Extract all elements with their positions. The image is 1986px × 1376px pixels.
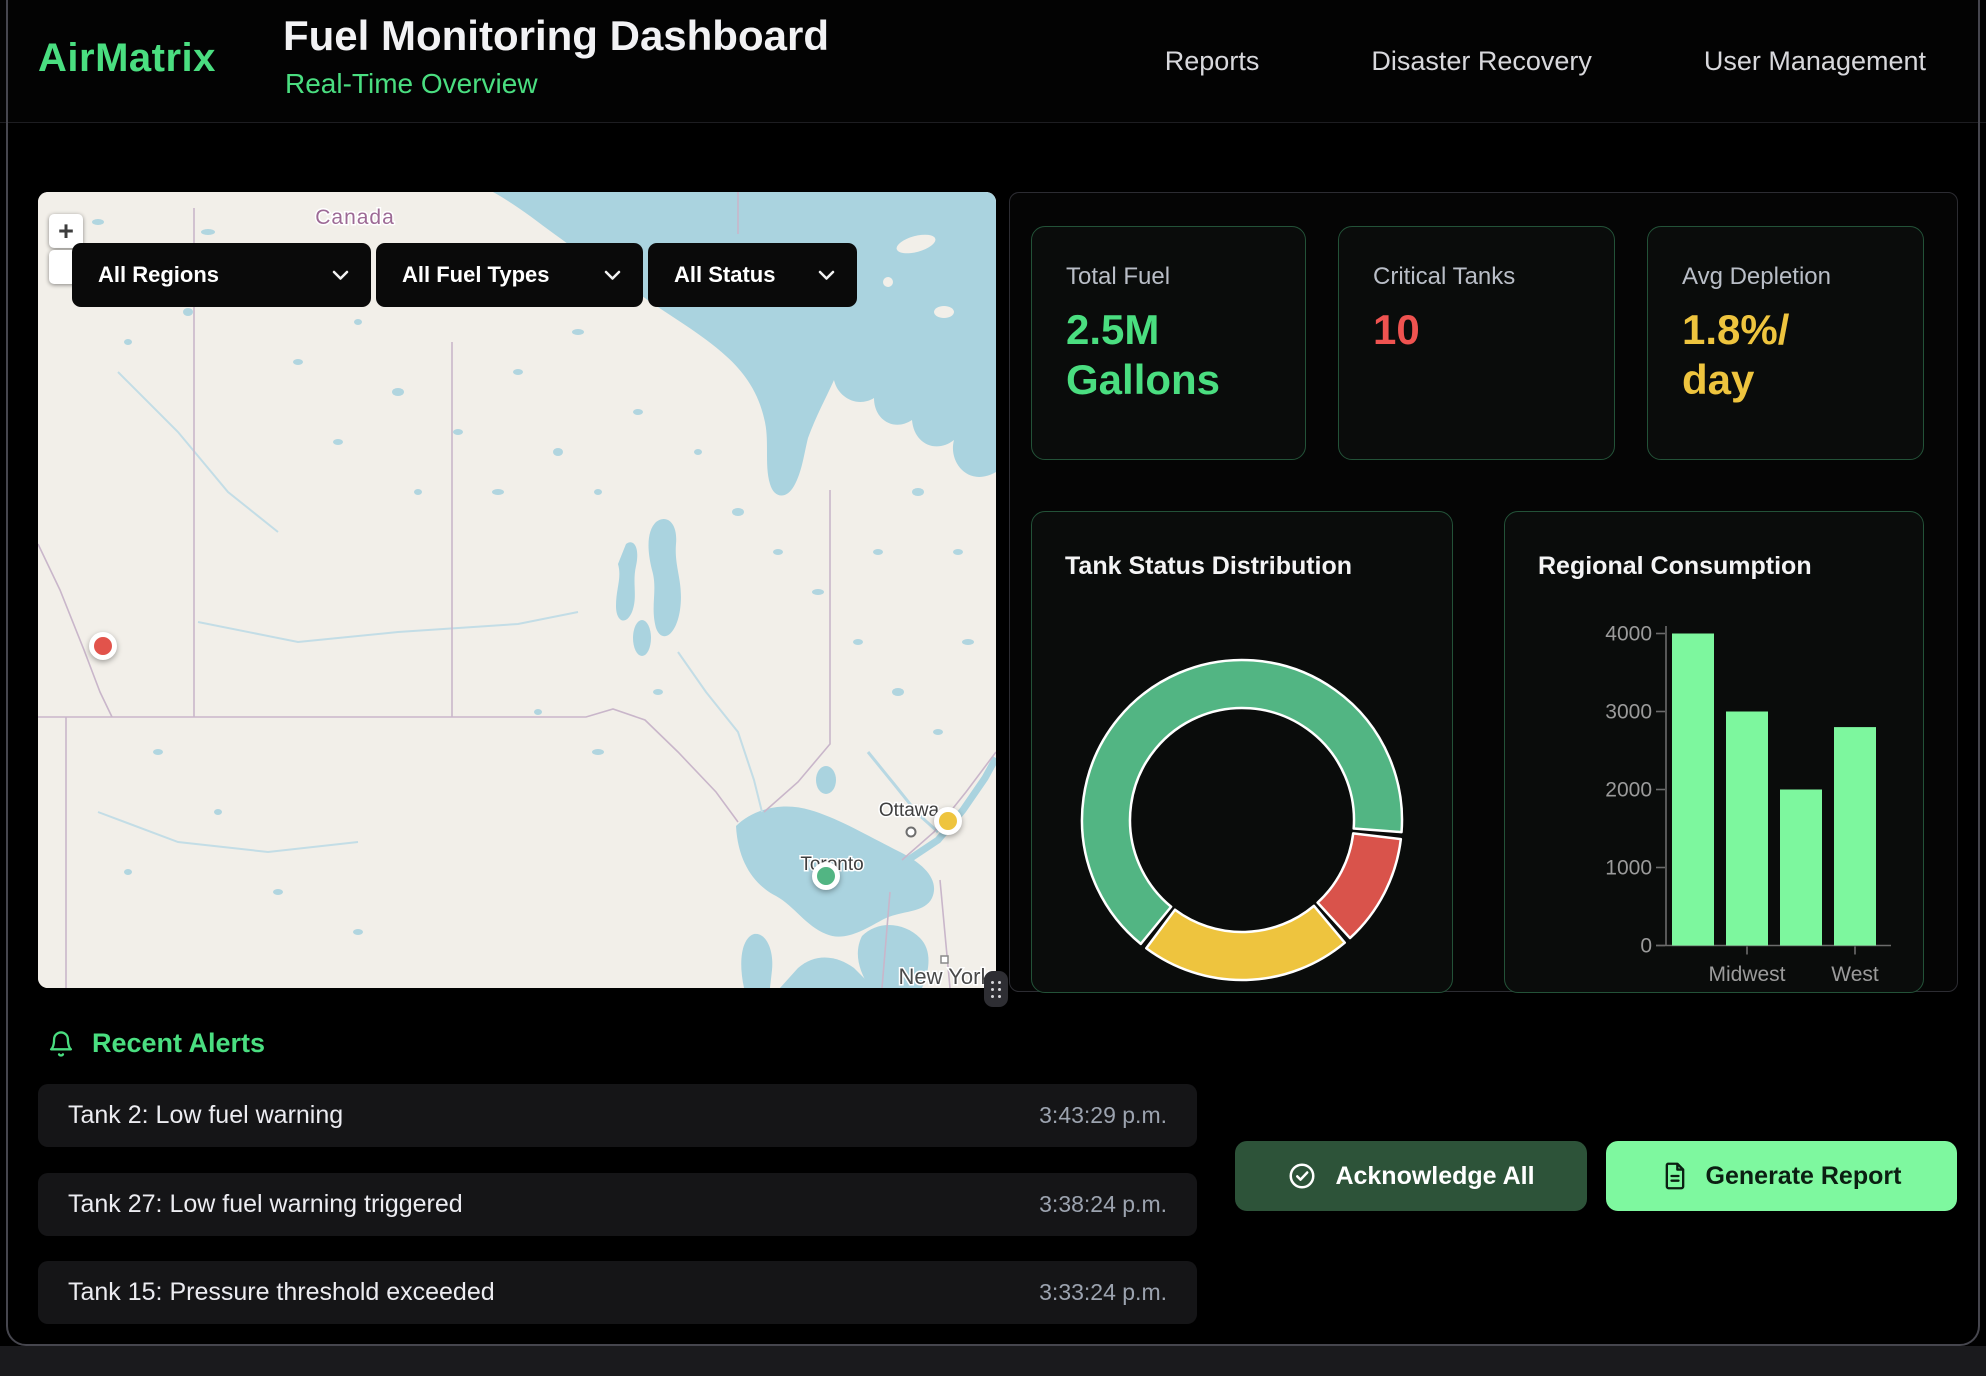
stat-label: Critical Tanks (1373, 263, 1584, 291)
y-axis-tick-label: 1000 (1605, 857, 1652, 880)
page-title: Fuel Monitoring Dashboard (283, 12, 829, 60)
chevron-down-icon (818, 270, 835, 281)
filter-regions-label: All Regions (98, 262, 219, 288)
app-root: AirMatrix Fuel Monitoring Dashboard Real… (0, 0, 1986, 1376)
alert-text: Tank 2: Low fuel warning (68, 1101, 343, 1130)
bar-3[interactable] (1834, 727, 1876, 945)
bar-0[interactable] (1672, 634, 1714, 946)
chevron-down-icon (332, 270, 349, 281)
footer-strip (0, 1346, 1986, 1376)
map-marker-warning[interactable] (934, 807, 962, 835)
bar-1[interactable] (1726, 712, 1768, 946)
acknowledge-all-button[interactable]: Acknowledge All (1235, 1141, 1587, 1211)
bar-chart: 0 1000 2000 3000 4000 Midwest West (1505, 512, 1925, 994)
alert-time: 3:38:24 p.m. (1039, 1191, 1167, 1218)
regional-consumption-chart-card: Regional Consumption 01000200030004000Mi… (1504, 511, 1924, 993)
stat-value: 10 (1373, 305, 1584, 355)
chevron-down-icon (604, 270, 621, 281)
header: AirMatrix Fuel Monitoring Dashboard Real… (0, 0, 1986, 123)
alert-row[interactable]: Tank 2: Low fuel warning 3:43:29 p.m. (38, 1084, 1197, 1147)
generate-report-button[interactable]: Generate Report (1606, 1141, 1957, 1211)
donut-chart (1032, 512, 1454, 994)
filter-fuel-types-label: All Fuel Types (402, 262, 550, 288)
town-dot-ottawa (907, 828, 916, 837)
page-subtitle: Real-Time Overview (285, 68, 538, 100)
map-label-canada: Canada (315, 206, 395, 229)
drag-handle[interactable] (984, 971, 1008, 1007)
y-axis-tick-label: 4000 (1605, 623, 1652, 646)
bell-icon (47, 1029, 75, 1059)
app-logo: AirMatrix (38, 36, 216, 81)
alert-time: 3:33:24 p.m. (1039, 1279, 1167, 1306)
filter-status-dropdown[interactable]: All Status (648, 243, 857, 307)
filter-regions-dropdown[interactable]: All Regions (72, 243, 371, 307)
stat-value: 2.5M Gallons (1066, 305, 1275, 406)
donut-segment-warning[interactable] (1146, 906, 1344, 980)
filter-status-label: All Status (674, 262, 775, 288)
acknowledge-all-label: Acknowledge All (1335, 1162, 1534, 1191)
map-label-new-york: New York (899, 964, 993, 988)
document-icon (1662, 1162, 1688, 1190)
map-panel[interactable]: Canada Ottawa Toronto New York + All Reg… (38, 192, 996, 988)
alerts-header: Recent Alerts (47, 1028, 265, 1059)
nav-disaster-recovery[interactable]: Disaster Recovery (1371, 46, 1592, 77)
metrics-panel: Total Fuel 2.5M Gallons Critical Tanks 1… (1009, 192, 1958, 992)
stat-card-total-fuel: Total Fuel 2.5M Gallons (1031, 226, 1306, 460)
map-marker-normal[interactable] (812, 862, 840, 890)
filter-fuel-types-dropdown[interactable]: All Fuel Types (376, 243, 643, 307)
bar-2[interactable] (1780, 790, 1822, 946)
y-axis-tick-label: 2000 (1605, 779, 1652, 802)
town-dot-new-york (941, 956, 948, 963)
stat-label: Avg Depletion (1682, 263, 1893, 291)
alert-row[interactable]: Tank 15: Pressure threshold exceeded 3:3… (38, 1261, 1197, 1324)
map-canvas: Canada Ottawa Toronto New York (38, 192, 996, 988)
map-marker-critical[interactable] (89, 632, 117, 660)
stat-card-avg-depletion: Avg Depletion 1.8%/ day (1647, 226, 1924, 460)
x-axis-tick-label: West (1831, 963, 1879, 986)
stat-label: Total Fuel (1066, 263, 1275, 291)
y-axis-tick-label: 3000 (1605, 701, 1652, 724)
alert-text: Tank 15: Pressure threshold exceeded (68, 1278, 495, 1307)
alert-text: Tank 27: Low fuel warning triggered (68, 1190, 463, 1219)
generate-report-label: Generate Report (1706, 1162, 1902, 1191)
alert-time: 3:43:29 p.m. (1039, 1102, 1167, 1129)
main-nav: Reports Disaster Recovery User Managemen… (1165, 0, 1926, 122)
alerts-title: Recent Alerts (92, 1028, 265, 1059)
tank-status-chart-card: Tank Status Distribution (1031, 511, 1453, 993)
nav-reports[interactable]: Reports (1165, 46, 1260, 77)
nav-user-management[interactable]: User Management (1704, 46, 1926, 77)
y-axis-tick-label: 0 (1640, 935, 1652, 958)
donut-segment-critical[interactable] (1318, 833, 1401, 938)
stat-value: 1.8%/ day (1682, 305, 1893, 406)
alert-row[interactable]: Tank 27: Low fuel warning triggered 3:38… (38, 1173, 1197, 1236)
stat-card-critical-tanks: Critical Tanks 10 (1338, 226, 1615, 460)
map-filter-bar: All Regions All Fuel Types All Status (72, 243, 857, 307)
x-axis-tick-label: Midwest (1708, 963, 1785, 986)
map-label-ottawa: Ottawa (879, 800, 940, 821)
check-circle-icon (1287, 1161, 1317, 1191)
